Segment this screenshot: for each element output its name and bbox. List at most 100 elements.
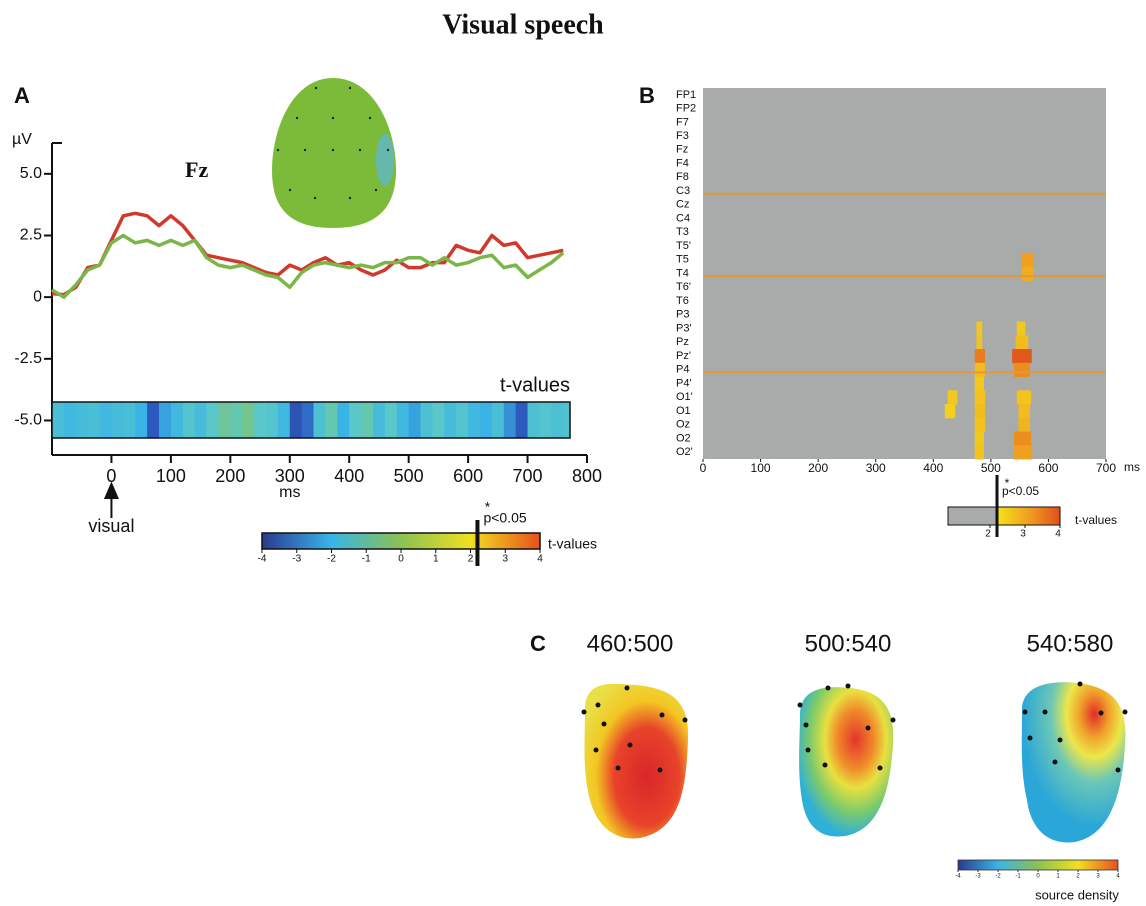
colorbar-tick-label: -3: [292, 554, 301, 565]
x-tick-label: 300: [866, 461, 886, 475]
panel-label: A: [14, 83, 30, 108]
significant-cell: [975, 377, 984, 391]
t-strip-cell: [76, 402, 88, 438]
y-tick-label: 0: [33, 288, 42, 305]
t-strip-cell: [444, 402, 456, 438]
t-strip-cell: [361, 402, 373, 438]
t-strip-cell: [171, 402, 183, 438]
t-strip-cell: [195, 402, 207, 438]
t-strip-cell: [266, 402, 278, 438]
t-strip-cell: [421, 402, 433, 438]
t-strip-cell: [349, 402, 361, 438]
significant-cell: [1014, 363, 1030, 377]
channel-label: O1: [676, 405, 691, 417]
x-tick-label: 600: [453, 466, 483, 486]
colorbar-tick-label: 2: [468, 554, 474, 565]
t-strip-cell: [480, 402, 492, 438]
significant-cell: [1014, 445, 1032, 459]
t-strip-cell: [456, 402, 468, 438]
significant-cell: [948, 390, 958, 404]
x-tick-label: 400: [923, 461, 943, 475]
channel-label: O1': [676, 391, 693, 403]
t-strip-label: t-values: [500, 374, 570, 396]
t-strip-cell: [409, 402, 421, 438]
channel-label: T5': [676, 240, 691, 252]
t-strip-cell: [432, 402, 444, 438]
x-tick-label: 100: [156, 466, 186, 486]
t-strip-cell: [123, 402, 135, 438]
x-tick-label: 300: [275, 466, 305, 486]
significant-cell: [976, 335, 982, 349]
t-strip-cell: [278, 402, 290, 438]
colorbar-tick-label: 2: [985, 529, 991, 540]
x-tick-label: 500: [394, 466, 424, 486]
t-strip-cell: [504, 402, 516, 438]
x-axis-label: ms: [279, 484, 300, 501]
figure-title: Visual speech: [442, 9, 604, 40]
colorbar-tick-label: 4: [1055, 529, 1061, 540]
t-strip-cell: [337, 402, 349, 438]
x-tick-label: 600: [1038, 461, 1058, 475]
colorbar-tick-label: -1: [362, 554, 371, 565]
colorbar: [997, 507, 1060, 525]
colorbar-tick-label: 2: [1076, 874, 1080, 880]
significant-cell: [975, 445, 984, 459]
channel-label: P4': [676, 377, 692, 389]
colorbar-tick-label: 4: [537, 554, 543, 565]
significant-cell: [1014, 432, 1031, 446]
y-tick-label: 5.0: [20, 165, 42, 182]
significant-cell: [1012, 349, 1032, 363]
electrode-label: Fz: [185, 157, 208, 182]
significant-cell: [1016, 335, 1029, 349]
channel-label: FP1: [676, 89, 696, 101]
significant-cell: [1018, 418, 1030, 432]
channel-label: O2': [676, 446, 693, 458]
significant-cell: [1017, 390, 1031, 404]
y-tick-label: 2.5: [20, 227, 42, 244]
t-strip-cell: [254, 402, 266, 438]
colorbar-tick-label: -4: [955, 874, 961, 880]
t-strip-cell: [314, 402, 326, 438]
t-strip-cell: [539, 402, 551, 438]
t-strip-cell: [100, 402, 112, 438]
t-strip-cell: [290, 402, 302, 438]
channel-label: F3: [676, 130, 689, 142]
t-strip-cell: [52, 402, 64, 438]
head-maps: [582, 682, 1128, 843]
threshold-label: p<0.05: [483, 510, 526, 526]
topomap: [272, 78, 396, 228]
colorbar-tick-label: 3: [1096, 874, 1100, 880]
colorbar-tick-label: 1: [1056, 874, 1060, 880]
figure: Visual speech AµVFz5.02.50-2.5-5.0010020…: [0, 0, 1146, 906]
channel-label: F8: [676, 171, 689, 183]
significant-cell: [975, 349, 985, 363]
x-tick-label: 0: [700, 461, 707, 475]
y-tick-label: -2.5: [14, 350, 42, 367]
x-axis-label: ms: [1124, 460, 1140, 474]
y-axis-label: µV: [12, 131, 32, 148]
colorbar-tick-label: 3: [502, 554, 508, 565]
significant-cell: [1017, 322, 1026, 336]
map-title: 540:580: [1027, 630, 1114, 657]
colorbar: [958, 860, 1118, 870]
t-strip-cell: [528, 402, 540, 438]
colorbar: [262, 533, 540, 549]
significant-cell: [975, 390, 985, 404]
t-strip-cell: [64, 402, 76, 438]
t-strip-cell: [111, 402, 123, 438]
channel-label: Fz: [676, 144, 688, 156]
channel-label: P3': [676, 322, 692, 334]
channel-label: F7: [676, 116, 689, 128]
x-tick-label: 700: [1096, 461, 1116, 475]
t-strip-cell: [242, 402, 254, 438]
colorbar-tick-label: -2: [327, 554, 336, 565]
t-strip-cell: [183, 402, 195, 438]
panel-label: B: [639, 83, 655, 108]
t-strip-cell: [207, 402, 219, 438]
x-tick-label: 200: [215, 466, 245, 486]
channel-label: P4: [676, 364, 689, 376]
t-strip-cell: [147, 402, 159, 438]
channel-label: T6: [676, 295, 689, 307]
channel-label: P3: [676, 309, 689, 321]
x-tick-label: 700: [513, 466, 543, 486]
